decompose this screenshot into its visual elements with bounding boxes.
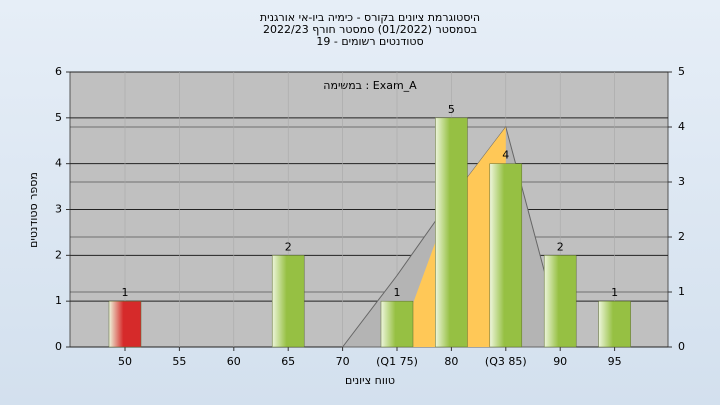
- bar: [598, 300, 631, 348]
- bar: [489, 163, 523, 348]
- y-tick-label: 0: [55, 340, 62, 353]
- y-tick-label: 6: [55, 65, 62, 78]
- y-tick-label: 1: [55, 294, 62, 307]
- data-label: 2: [285, 240, 292, 253]
- x-tick-label: 90: [553, 355, 567, 368]
- x-tick-label: 60: [227, 355, 241, 368]
- data-label: 1: [122, 286, 129, 299]
- x-tick-label: 55: [172, 355, 186, 368]
- data-label: 2: [557, 240, 564, 253]
- x-tick-label: (Q1 75): [376, 355, 418, 368]
- y-tick-label: 2: [55, 248, 62, 261]
- bar: [543, 255, 577, 348]
- data-label: 4: [502, 149, 509, 162]
- y2-tick-label: 3: [678, 175, 685, 188]
- y2-tick-label: 5: [678, 65, 685, 78]
- annotation: במשימה : Exam_A: [323, 79, 417, 92]
- x-tick-label: 65: [281, 355, 295, 368]
- x-axis-label: טווח ציונים: [345, 374, 395, 387]
- data-label: 5: [448, 103, 455, 116]
- y-tick-label: 3: [55, 203, 62, 216]
- data-label: 1: [611, 286, 618, 299]
- bar: [108, 300, 142, 348]
- bar: [271, 255, 305, 348]
- y2-tick-label: 2: [678, 230, 685, 243]
- x-tick-label: (Q3 85): [485, 355, 527, 368]
- x-tick-label: 50: [118, 355, 132, 368]
- x-tick-label: 95: [608, 355, 622, 368]
- data-label: 1: [394, 286, 401, 299]
- x-tick-label: 70: [336, 355, 350, 368]
- bar: [380, 300, 414, 348]
- x-tick-label: 80: [444, 355, 458, 368]
- chart-title: היסטוגרמת ציונים בקורס - כימיה ביו-אי או…: [260, 11, 480, 24]
- y-axis-label: מספר סטודנטים: [27, 172, 40, 248]
- chart-subtitle: סטודנטים רשומים - 19: [316, 35, 423, 48]
- y-tick-label: 5: [55, 111, 62, 124]
- y-tick-label: 4: [55, 157, 62, 170]
- chart-subtitle: בסמסטר (01/2022) סמסטר חורף 2022/23: [263, 23, 477, 36]
- y2-tick-label: 1: [678, 285, 685, 298]
- y2-tick-label: 0: [678, 340, 685, 353]
- bar: [435, 117, 468, 348]
- y2-tick-label: 4: [678, 120, 685, 133]
